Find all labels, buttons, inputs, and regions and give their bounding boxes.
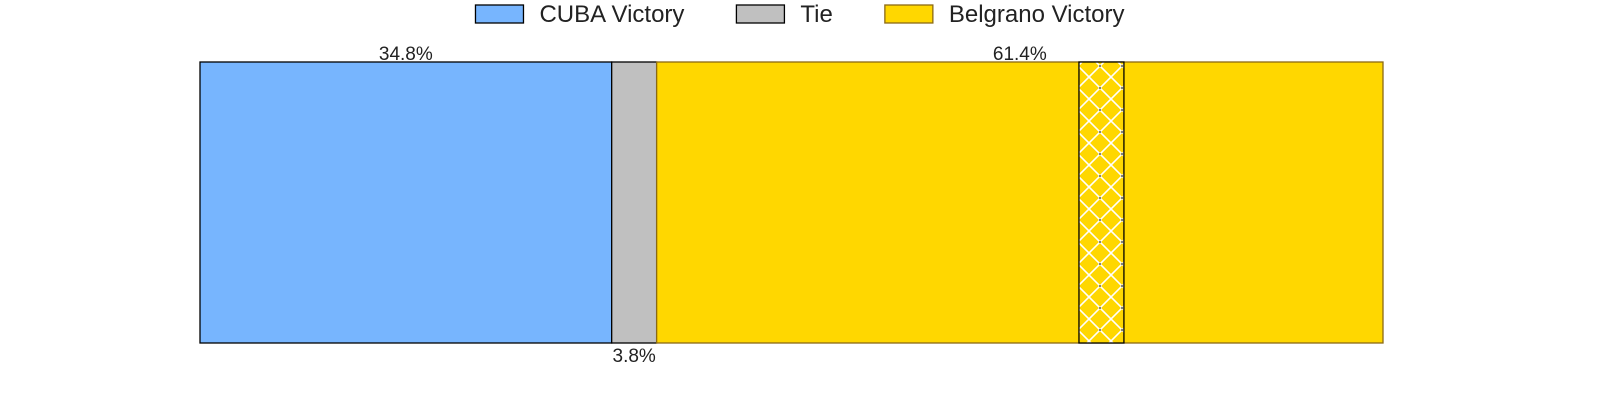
legend-swatch-cuba-victory xyxy=(474,4,525,24)
bar-tie xyxy=(611,61,658,344)
legend-label-tie: Tie xyxy=(800,1,832,28)
legend: CUBA Victory Tie Belgrano Victory xyxy=(474,1,1125,28)
data-labels: 34.8% 3.8% 61.4% xyxy=(379,44,1047,367)
legend-label-cuba-victory: CUBA Victory xyxy=(539,1,684,28)
data-label-belgrano-victory: 61.4% xyxy=(993,44,1047,65)
legend-swatch-tie xyxy=(735,4,786,24)
hatched-segment xyxy=(1078,61,1125,344)
legend-label-belgrano-victory: Belgrano Victory xyxy=(949,1,1125,28)
bar-belgrano-victory xyxy=(655,61,1384,344)
legend-swatch-belgrano-victory xyxy=(884,4,934,24)
data-label-tie: 3.8% xyxy=(613,346,656,367)
bar-cuba-victory xyxy=(199,61,613,344)
stacked-bar xyxy=(199,61,1384,344)
data-label-cuba-victory: 34.8% xyxy=(379,44,433,65)
